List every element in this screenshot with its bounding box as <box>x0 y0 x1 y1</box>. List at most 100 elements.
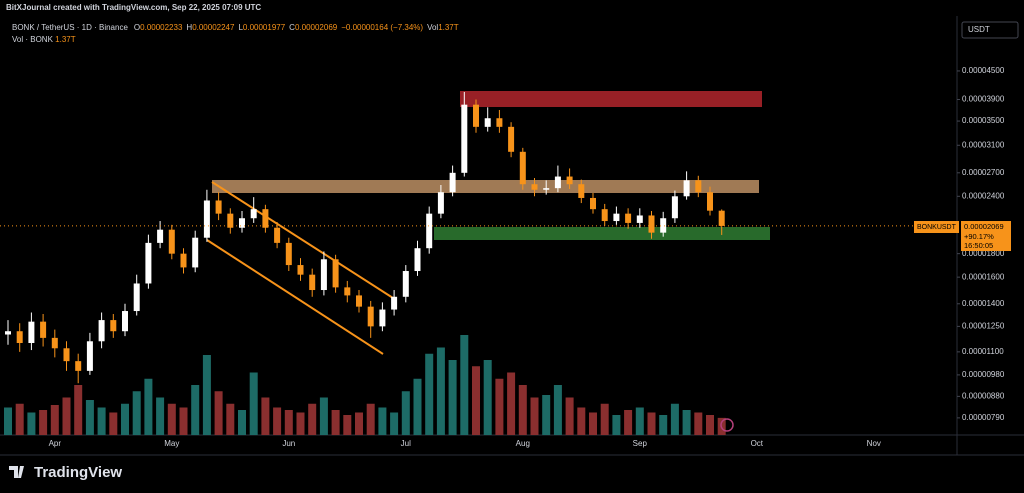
legend: BONK / TetherUS · 1D · Binance O0.0000223… <box>12 23 459 32</box>
currency-box[interactable] <box>961 21 1019 39</box>
volume-bar <box>74 385 83 435</box>
x-tick-label: Jul <box>401 439 411 448</box>
change: −0.00000164 (−7.34%) <box>341 23 423 32</box>
x-tick-label: Aug <box>516 439 530 448</box>
credit: BitXJournal created with TradingView.com… <box>6 3 261 12</box>
volume-bar <box>319 397 328 435</box>
volume-bar <box>238 410 246 435</box>
volume-bar <box>366 403 375 435</box>
volume-layer <box>4 335 726 435</box>
volume-bar <box>202 355 211 435</box>
support-zone <box>434 227 770 240</box>
volume-bar <box>27 412 36 435</box>
candle-body <box>320 259 327 291</box>
volume-bar <box>401 391 410 435</box>
volume-bar <box>249 372 258 435</box>
candle-body <box>437 192 444 214</box>
candle-body <box>707 192 713 211</box>
volume-bar <box>413 378 422 435</box>
ohlc-key: L <box>238 23 243 32</box>
volume-bar <box>530 397 539 435</box>
y-tick-label: 0.00001250 <box>962 321 1005 330</box>
volume-bar <box>472 366 480 435</box>
volume-bar <box>390 412 399 435</box>
vol-study: Vol · BONK <box>12 35 54 44</box>
volume-bar <box>191 385 200 435</box>
vol-study-value: 1.37T <box>55 35 76 44</box>
candle-body <box>367 306 374 327</box>
y-tick-label: 0.00003500 <box>962 116 1005 125</box>
volume-bar <box>425 353 434 435</box>
price-tag-value: 0.00002069 <box>964 222 1004 231</box>
currency: USDT <box>968 25 990 34</box>
candle-body <box>28 321 35 344</box>
vol-legend: Vol · BONK 1.37T <box>12 35 76 44</box>
x-tick-label: Jun <box>282 439 295 448</box>
candle-body <box>519 151 526 185</box>
candle-body <box>180 253 187 268</box>
candle-body <box>274 227 281 243</box>
candle-body <box>648 215 655 233</box>
volume-bar <box>343 415 352 435</box>
event-icon[interactable] <box>720 418 734 432</box>
brand: TradingView <box>34 464 122 481</box>
y-tick-label: 0.00002400 <box>962 191 1005 200</box>
candle-body <box>426 213 433 249</box>
volume-bar <box>647 412 656 435</box>
candle-body <box>402 271 409 297</box>
volume-bar <box>518 385 527 435</box>
volume-bar <box>635 407 644 435</box>
y-tick-label: 0.00001600 <box>962 272 1005 281</box>
candle-body <box>192 237 199 268</box>
price-tag-bg <box>961 221 1011 251</box>
volume-bar <box>97 407 106 435</box>
volume-bar <box>670 403 679 435</box>
candle-body <box>590 197 596 210</box>
volume-bar <box>378 407 387 435</box>
resistance-zone <box>460 91 762 107</box>
vol-key: Vol <box>427 23 438 32</box>
volume-bar <box>659 415 668 435</box>
candle-body <box>133 283 140 312</box>
volume-bar <box>706 415 714 435</box>
channel-upper <box>211 181 394 299</box>
volume-bar <box>261 397 270 435</box>
y-tick-label: 0.00000880 <box>962 391 1005 400</box>
candle-body <box>344 287 351 296</box>
candle-body <box>40 321 47 338</box>
candle-body <box>262 209 269 228</box>
symbol: BONK / TetherUS · 1D · Binance <box>12 23 128 32</box>
candle-body <box>391 296 398 310</box>
volume-bar <box>355 412 363 435</box>
volume-bar <box>226 403 235 435</box>
candle-body <box>660 218 667 233</box>
candle-body <box>86 341 93 371</box>
y-tick-label: 0.00001400 <box>962 299 1005 308</box>
volume-bar <box>436 347 445 435</box>
y-tick-label: 0.00001100 <box>962 347 1004 356</box>
x-tick-label: Nov <box>867 439 881 448</box>
volume-bar <box>331 410 340 435</box>
volume-bar <box>682 410 691 435</box>
candle-body <box>566 176 573 185</box>
channel-lower <box>206 239 384 355</box>
y-tick-label: 0.00000790 <box>962 413 1005 422</box>
vol-value: 1.37T <box>438 23 459 32</box>
candle-body <box>449 172 456 193</box>
volume-bar <box>273 407 282 435</box>
candle-body <box>332 259 339 288</box>
volume-bar <box>624 410 633 435</box>
candle-body <box>601 209 608 222</box>
volume-bar <box>284 410 293 435</box>
candle-body <box>356 295 362 307</box>
volume-bar <box>553 385 562 435</box>
volume-bar <box>4 407 12 435</box>
volume-bar <box>85 400 94 435</box>
volume-bar <box>50 405 59 435</box>
candle-body <box>75 361 82 371</box>
volume-bar <box>507 372 516 435</box>
candle-body <box>671 196 678 219</box>
candle-body <box>554 176 561 189</box>
candle-body <box>63 348 70 362</box>
